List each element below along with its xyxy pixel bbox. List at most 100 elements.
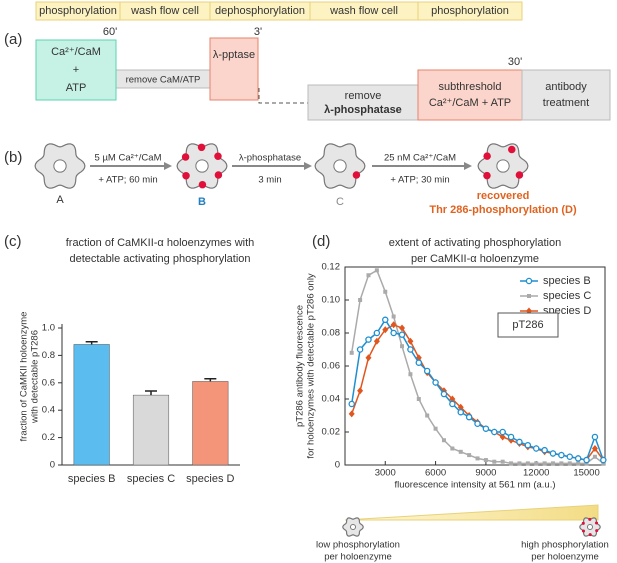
marker (591, 445, 598, 452)
marker (407, 337, 414, 345)
x-tick-label: species D (186, 473, 234, 485)
marker (390, 329, 397, 337)
y-tick-label: 0.04 (322, 394, 341, 405)
marker (449, 395, 456, 403)
phospho-site (197, 143, 206, 152)
y-tick-label: 0.06 (322, 361, 341, 372)
y-tick-label: 0.6 (42, 377, 55, 388)
state-label: recovered (477, 190, 530, 202)
marker (390, 321, 397, 329)
phase: dephosphorylation (215, 5, 305, 17)
y-tick-label: 0.8 (42, 350, 55, 361)
error-bar (204, 377, 217, 382)
scale-label: per holoenzyme (531, 552, 599, 563)
marker (432, 379, 439, 386)
y-axis-label: fraction of CaMKII holoenzyme (19, 312, 30, 442)
marker (467, 453, 472, 458)
holoenzyme-core (349, 523, 357, 531)
marker (524, 441, 532, 449)
marker (408, 372, 413, 377)
marker (416, 397, 421, 401)
marker (516, 438, 523, 446)
scale-label: per holoenzyme (324, 552, 392, 563)
step-text: Ca²⁺/CaM + ATP (429, 97, 511, 109)
marker (415, 359, 423, 366)
connector (258, 88, 308, 104)
panel-label: (a) (4, 31, 22, 48)
marker (541, 446, 548, 454)
phospho-site (515, 171, 524, 179)
step-box (307, 84, 419, 121)
marker (509, 461, 514, 466)
marker (558, 451, 565, 459)
phospho-site (182, 171, 190, 180)
marker (382, 326, 389, 334)
marker (542, 461, 547, 466)
marker (458, 449, 463, 454)
phospho-site (595, 529, 599, 533)
state-label: C (336, 196, 344, 208)
marker (567, 461, 572, 466)
marker (475, 456, 480, 461)
marker (356, 346, 364, 353)
phospho-site (214, 171, 223, 179)
holoenzyme-core (53, 159, 67, 173)
marker (483, 458, 488, 463)
marker (348, 410, 355, 418)
marker (583, 456, 590, 464)
legend-label: species B (543, 275, 591, 287)
marker (576, 461, 581, 466)
step-text: subthreshold (439, 81, 502, 93)
time: 30' (508, 56, 522, 68)
step-box (521, 69, 611, 121)
marker (551, 461, 555, 466)
marker (349, 350, 354, 355)
phospho-site (483, 171, 491, 180)
marker (423, 367, 431, 375)
marker (399, 324, 406, 332)
state-label: B (198, 196, 206, 208)
marker (525, 461, 530, 466)
annotation-box (497, 312, 559, 338)
marker (407, 346, 414, 353)
step-text: remove CaM/ATP (126, 75, 201, 86)
marker (500, 459, 505, 464)
marker (492, 459, 497, 464)
phospho-site (508, 145, 516, 154)
y-tick-label: 0.2 (42, 432, 55, 443)
step-text: λ-phosphatase (239, 153, 301, 164)
phospho-site (588, 533, 592, 537)
marker (450, 446, 455, 451)
time: 60' (103, 26, 117, 38)
marker (474, 420, 481, 427)
phospho-site (483, 152, 491, 160)
x-tick-label: 6000 (425, 468, 446, 479)
panel-label: (b) (4, 149, 22, 166)
marker (592, 454, 597, 459)
marker (499, 428, 506, 436)
y-tick-label: 0.12 (322, 262, 341, 273)
marker (449, 400, 456, 408)
y-axis-label: with detectable pT286 (30, 330, 41, 424)
phospho-site (214, 152, 222, 161)
step-text: + ATP; 60 min (98, 175, 157, 186)
marker (391, 314, 396, 319)
phospho-site (181, 153, 190, 161)
marker (374, 268, 379, 273)
legend-marker (525, 277, 533, 285)
phospho-site (595, 521, 599, 525)
marker (433, 426, 438, 431)
step-text: antibody (545, 81, 587, 93)
holoenzyme-core (586, 523, 594, 531)
y-tick-label: 0 (50, 460, 55, 471)
step-text: treatment (543, 97, 589, 109)
gradient (344, 504, 599, 521)
y-tick-label: 0 (335, 460, 340, 471)
panel-label: (d) (312, 233, 330, 250)
chart-title: extent of activating phosphorylation (389, 237, 561, 249)
legend-marker (527, 294, 531, 298)
marker (517, 461, 522, 466)
step-text: ATP (66, 82, 87, 94)
step-text: + (73, 64, 79, 76)
step-text: + ATP; 30 min (390, 175, 449, 186)
